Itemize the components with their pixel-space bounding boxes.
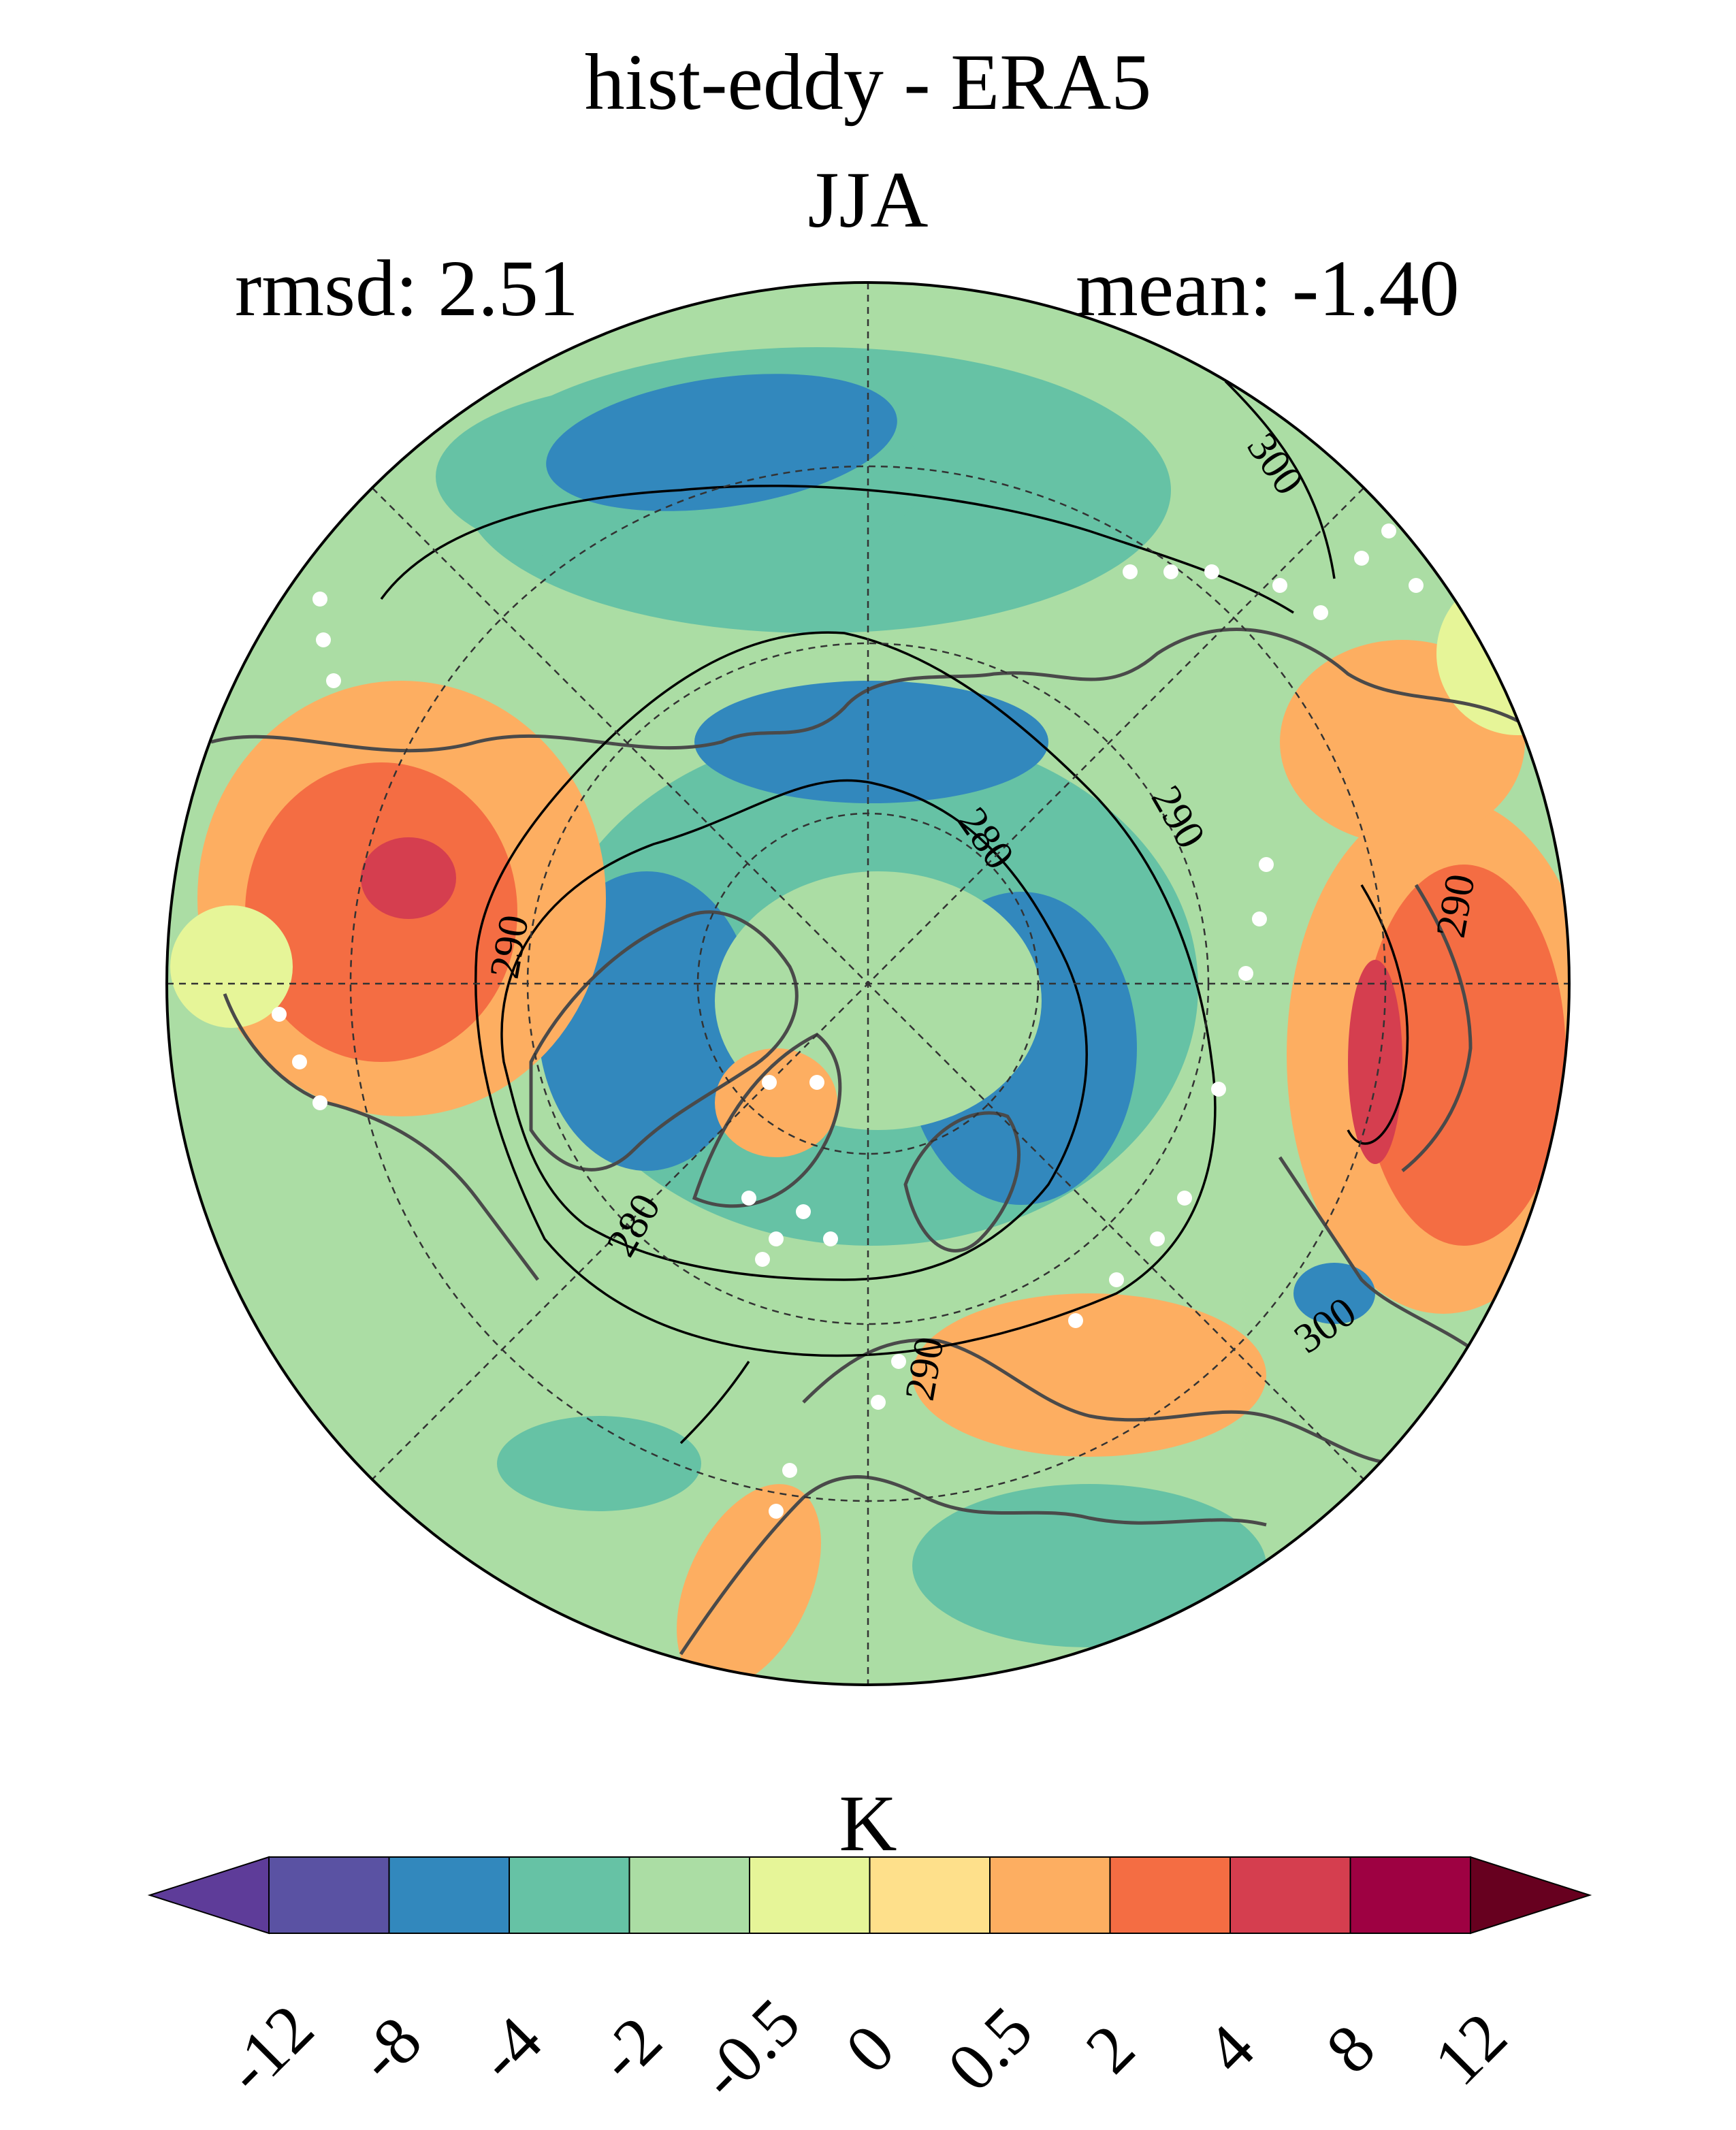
colorbar-segment <box>749 1856 871 1934</box>
map-boundary <box>165 281 1571 1686</box>
temperature-contours <box>380 380 1409 1445</box>
colorbar-segment <box>869 1856 991 1934</box>
coastlines <box>210 628 1561 1656</box>
graticule <box>167 283 1569 1685</box>
contour-label: 290 <box>1428 871 1484 941</box>
colorbar-max-arrow <box>1470 1856 1592 1935</box>
figure-title: hist-eddy - ERA5 <box>584 37 1152 127</box>
colorbar-segment <box>989 1856 1111 1934</box>
colorbar-segment <box>1109 1856 1231 1934</box>
colorbar-segment <box>268 1856 390 1934</box>
colorbar-min-arrow <box>147 1856 270 1935</box>
colorbar-unit: K <box>839 1779 897 1868</box>
season-label: JJA <box>807 155 929 244</box>
significance-stippling <box>272 523 1424 1519</box>
contour-label: 290 <box>897 1334 953 1404</box>
colorbar-segment <box>1229 1856 1351 1934</box>
colorbar-segment <box>388 1856 510 1934</box>
colorbar-segment <box>1349 1856 1471 1934</box>
contour-label: 290 <box>481 911 538 982</box>
colorbar-segment <box>509 1856 630 1934</box>
colorbar-segment <box>628 1856 750 1934</box>
rmsd-label: rmsd: 2.51 <box>235 244 579 333</box>
colorbar <box>147 1856 1592 1935</box>
mean-label: mean: -1.40 <box>1076 244 1460 333</box>
